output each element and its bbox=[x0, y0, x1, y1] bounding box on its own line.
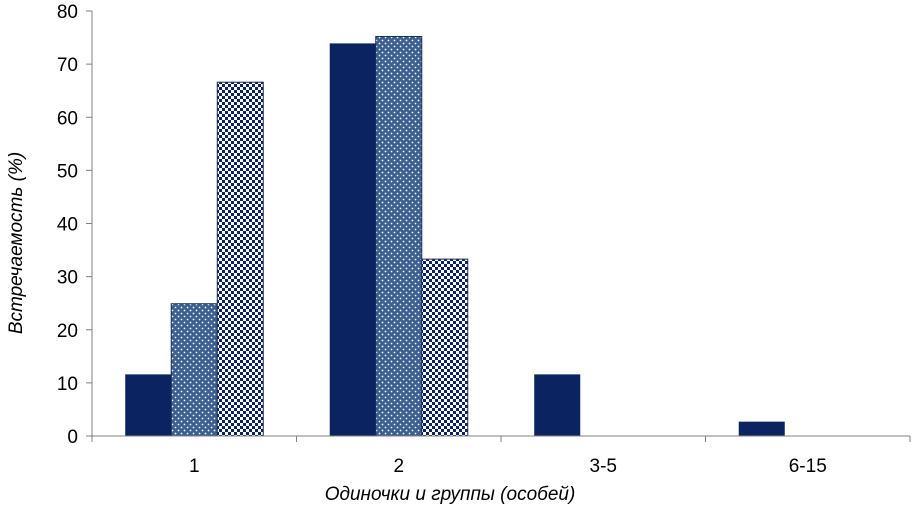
x-tick-label: 3-5 bbox=[590, 456, 617, 477]
x-tick-label: 6-15 bbox=[789, 456, 827, 477]
y-tick-label: 10 bbox=[57, 374, 78, 395]
y-tick-label: 20 bbox=[57, 321, 78, 342]
y-tick-label: 50 bbox=[57, 161, 78, 182]
bars bbox=[125, 36, 785, 437]
y-tick-label: 80 bbox=[57, 2, 78, 23]
bar-series-3-2 bbox=[421, 258, 469, 437]
y-tick-label: 30 bbox=[57, 268, 78, 289]
y-axis-ticks: 0 10 20 30 40 50 60 70 80 bbox=[57, 2, 92, 448]
bar-series-2-2 bbox=[375, 36, 423, 437]
x-tick-label: 2 bbox=[393, 456, 404, 477]
bar-series-1-2 bbox=[329, 43, 376, 436]
y-tick-label: 60 bbox=[57, 108, 78, 129]
y-tick-label: 70 bbox=[57, 55, 78, 76]
y-tick-label: 0 bbox=[67, 427, 78, 448]
x-axis-ticks: 1 2 3-5 6-15 bbox=[91, 436, 911, 477]
bar-series-1-6-15 bbox=[738, 421, 785, 436]
bar-series-2-1 bbox=[170, 303, 218, 437]
y-axis-title: Встречаемость (%) bbox=[6, 152, 27, 334]
bar-series-1-1 bbox=[125, 374, 172, 436]
bar-series-1-3-5 bbox=[534, 374, 581, 436]
y-tick-label: 40 bbox=[57, 215, 78, 236]
x-axis-title: Одиночки и группы (особей) bbox=[325, 484, 576, 505]
bar-series-3-1 bbox=[216, 81, 264, 437]
x-tick-label: 1 bbox=[189, 456, 200, 477]
